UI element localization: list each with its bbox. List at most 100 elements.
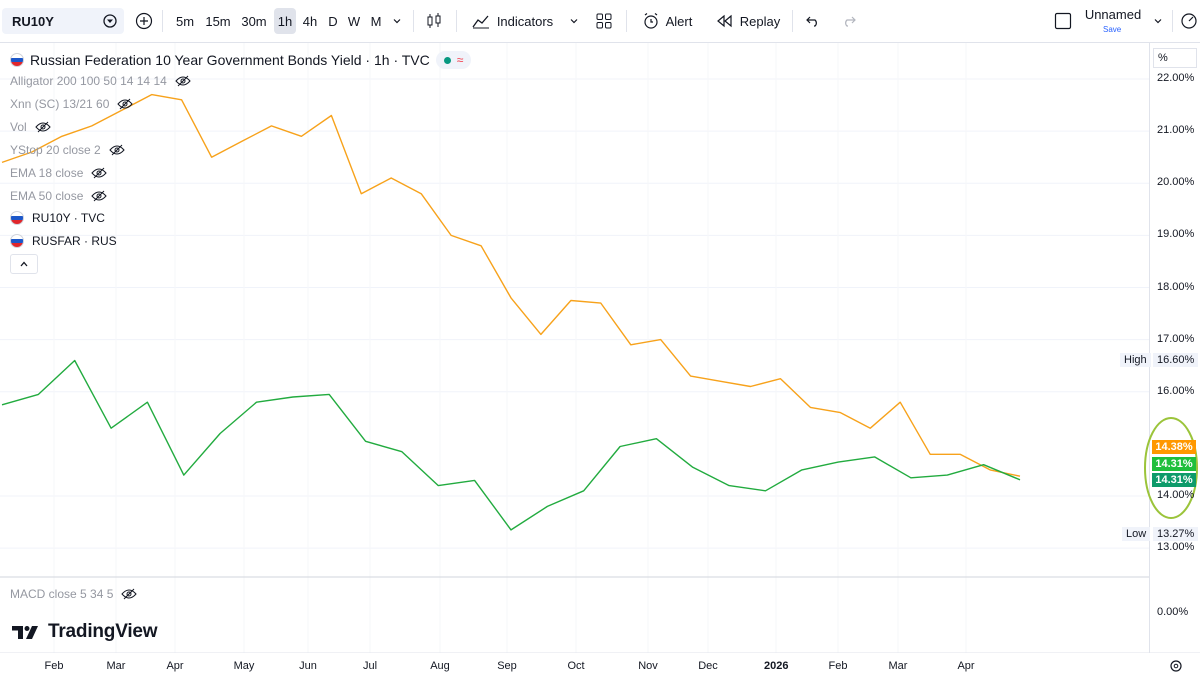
timeframe-15m[interactable]: 15m (205, 13, 231, 29)
timeframe-30m[interactable]: 30m (241, 13, 267, 29)
timeframe-d[interactable]: D (328, 13, 338, 29)
rusfar-series-line (1, 359, 1021, 531)
market-status-pill[interactable]: ≈ (435, 51, 472, 69)
indicators-label: Indicators (496, 13, 554, 29)
eye-hidden-icon[interactable] (175, 75, 191, 87)
chart-settings-icon[interactable] (1180, 8, 1200, 34)
timeframe-5m[interactable]: 5m (175, 13, 195, 29)
symbol-options-icon[interactable] (102, 13, 118, 32)
time-axis-tick: Dec (698, 660, 718, 672)
alert-button[interactable]: Alert (636, 8, 698, 34)
brand-name: TradingView (48, 621, 158, 642)
time-axis-tick: Mar (106, 660, 126, 672)
legend-symbol-label: RUSFAR · RUS (32, 234, 117, 248)
series-last-price-badge: 14.31% (1152, 473, 1196, 487)
indicator-macd[interactable]: MACD close 5 34 5 (10, 587, 138, 601)
eye-hidden-icon[interactable] (117, 98, 134, 110)
timeframe-dropdown-chevron-down-icon[interactable] (388, 8, 406, 34)
time-axis-tick: Oct (567, 660, 585, 672)
price-axis-tick: 14.00% (1157, 489, 1195, 501)
indicators-button[interactable]: Indicators (466, 8, 558, 34)
indicator-label: Alligator 200 100 50 14 14 14 (10, 74, 167, 88)
time-axis-tick: 2026 (764, 660, 789, 672)
indicator-label: MACD close 5 34 5 (10, 587, 114, 601)
indicator-ema18[interactable]: EMA 18 close (10, 166, 108, 180)
layout-chevron-down-icon[interactable] (1150, 8, 1166, 34)
chart-grid (0, 43, 1149, 653)
legend-symbol-label: RU10Y · TVC (32, 211, 105, 225)
indicator-label: EMA 18 close (10, 166, 84, 180)
russia-flag-icon (10, 53, 24, 67)
eye-hidden-icon[interactable] (121, 588, 138, 600)
series-title: Russian Federation 10 Year Government Bo… (30, 52, 430, 68)
timeframe-m[interactable]: M (370, 13, 382, 29)
eye-hidden-icon[interactable] (91, 190, 108, 202)
low-value: 13.27% (1153, 527, 1199, 541)
price-axis-tick: 22.00% (1157, 72, 1195, 84)
indicator-label: Xnn (SC) 13/21 60 (10, 97, 110, 111)
legend-collapse-chevron-up-icon[interactable] (10, 254, 38, 274)
layout-checkbox-icon[interactable] (1052, 8, 1074, 34)
candles-chart-type-icon[interactable] (420, 8, 448, 34)
time-axis-tick: Jul (362, 660, 378, 672)
timeframe-1h[interactable]: 1h (274, 8, 296, 34)
toolbar-divider (792, 10, 793, 32)
redo-icon[interactable] (837, 8, 861, 34)
market-open-dot-icon (443, 56, 451, 64)
macd-axis-tick: 0.00% (1157, 606, 1189, 618)
price-axis-tick: 13.00% (1157, 541, 1195, 554)
timeframe-w[interactable]: W (347, 13, 361, 29)
time-axis-settings-gear-icon[interactable] (1166, 656, 1186, 676)
time-axis-tick: Mar (888, 660, 908, 672)
time-axis-tick: Sep (497, 660, 517, 672)
wave-icon: ≈ (456, 53, 464, 67)
time-axis-tick: Feb (828, 660, 848, 672)
indicators-chart-icon (472, 15, 489, 29)
price-axis-tick: 17.00% (1157, 332, 1195, 345)
timeframe-4h[interactable]: 4h (302, 13, 318, 29)
price-chart[interactable] (0, 43, 1200, 653)
time-axis-tick: Jun (299, 660, 317, 672)
price-axis-tick: 19.00% (1157, 228, 1195, 241)
indicator-alligator[interactable]: Alligator 200 100 50 14 14 14 (10, 74, 191, 88)
indicator-xnn[interactable]: Xnn (SC) 13/21 60 (10, 97, 134, 111)
indicator-ema50[interactable]: EMA 50 close (10, 189, 108, 203)
save-label[interactable]: Save (1103, 25, 1122, 34)
indicators-chevron-down-icon[interactable] (564, 8, 584, 34)
eye-hidden-icon[interactable] (109, 144, 125, 156)
price-axis-tick: 18.00% (1157, 280, 1195, 293)
legend-symbol-ru10y[interactable]: RU10Y · TVC (10, 211, 105, 225)
alarm-clock-icon (644, 13, 658, 29)
compare-add-symbol-icon[interactable] (131, 8, 157, 34)
indicator-ystop[interactable]: YStop 20 close 2 (10, 143, 125, 157)
undo-icon[interactable] (801, 8, 825, 34)
toolbar-divider (162, 10, 163, 32)
layouts-grid-icon[interactable] (590, 8, 618, 34)
replay-button[interactable]: Replay (712, 8, 784, 34)
toolbar-divider (456, 10, 457, 32)
price-axis-tick: 21.00% (1157, 124, 1195, 137)
low-label: Low (1122, 527, 1151, 541)
high-value: 16.60% (1153, 353, 1199, 367)
symbol-label: RU10Y (12, 13, 54, 29)
indicator-vol[interactable]: Vol (10, 120, 51, 134)
eye-hidden-icon[interactable] (91, 167, 108, 179)
indicator-label: Vol (10, 120, 27, 134)
toolbar-divider (1172, 10, 1173, 32)
time-axis-tick: May (233, 660, 255, 672)
replay-label: Replay (739, 13, 781, 29)
symbol-search-button[interactable]: RU10Y (2, 8, 124, 34)
legend-symbol-rusfar[interactable]: RUSFAR · RUS (10, 234, 117, 248)
ru10y-series-line (1, 93, 1021, 477)
top-toolbar: RU10Y 5m 15m 30m 1h 4h D W M Indicators … (0, 0, 1200, 43)
percent-scale-toggle[interactable]: % (1153, 48, 1197, 68)
highlight-ellipse (1144, 417, 1198, 519)
ru10y-last-price-badge: 14.38% (1152, 440, 1196, 454)
tradingview-logo[interactable]: TradingView (12, 621, 158, 643)
layout-name-button[interactable]: Unnamed (1084, 6, 1142, 22)
eye-hidden-icon[interactable] (35, 121, 51, 133)
chart-legend-title[interactable]: Russian Federation 10 Year Government Bo… (10, 51, 472, 69)
rusfar-last-price-badge: 14.31% (1152, 457, 1196, 471)
indicator-label: EMA 50 close (10, 189, 84, 203)
russia-flag-icon (10, 211, 24, 225)
